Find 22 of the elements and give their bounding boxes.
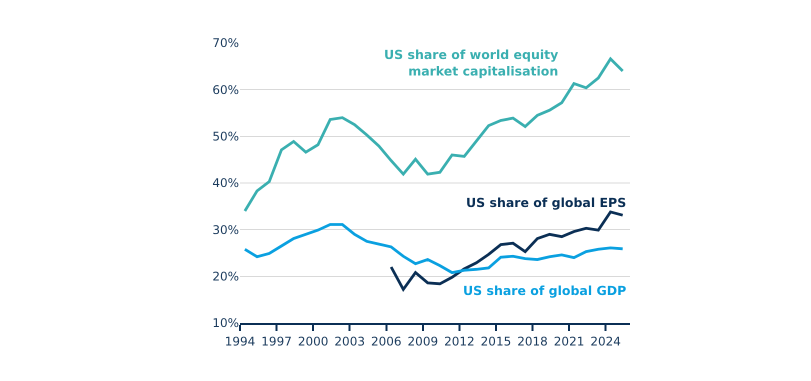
series-label: US share of global EPS xyxy=(466,195,626,210)
x-tick-label: 1994 xyxy=(224,334,256,348)
series-label: US share of world equity market capitalisation xyxy=(384,47,558,78)
y-tick-label: 10% xyxy=(212,316,239,330)
x-tick-label: 2006 xyxy=(370,334,402,348)
series-label: US share of global GDP xyxy=(463,283,626,298)
y-tick-label: 20% xyxy=(212,270,239,284)
x-tick-label: 2012 xyxy=(444,334,475,348)
x-tick-label: 1997 xyxy=(261,334,292,348)
x-tick-label: 2003 xyxy=(334,334,365,348)
y-tick-label: 40% xyxy=(212,176,239,190)
y-tick-label: 60% xyxy=(212,82,239,97)
line-series xyxy=(243,223,624,274)
x-tick-label: 2024 xyxy=(590,334,621,348)
x-tick-label: 2018 xyxy=(517,334,548,348)
y-tick-label: 50% xyxy=(212,130,239,144)
x-tick-label: 2009 xyxy=(408,334,438,348)
y-tick-label: 30% xyxy=(212,222,239,237)
x-tick-label: 2021 xyxy=(554,334,584,348)
x-tick-label: 2015 xyxy=(480,334,512,348)
y-tick-label: 70% xyxy=(212,36,239,50)
x-tick-label: 2000 xyxy=(298,334,328,348)
